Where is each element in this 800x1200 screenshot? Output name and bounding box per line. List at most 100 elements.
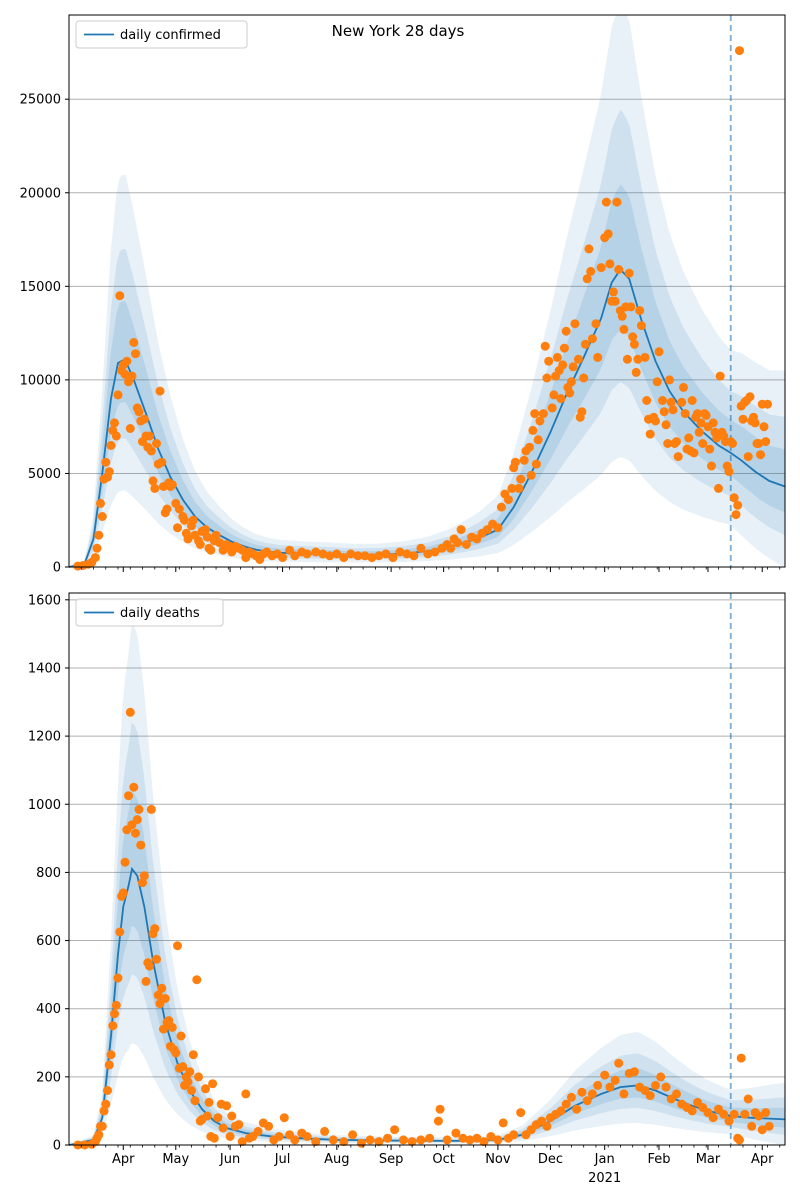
confirmed-observed-point (423, 549, 433, 559)
deaths-observed-point (115, 927, 125, 937)
confirmed-observed-point (663, 439, 673, 448)
confirmed-observed-point (680, 409, 690, 419)
deaths-observed-point (241, 1089, 251, 1099)
confirmed-x-ticks (80, 567, 781, 572)
deaths-observed-point (253, 1126, 263, 1136)
confirmed-observed-point (677, 397, 687, 407)
deaths-observed-point (113, 973, 123, 983)
confirmed-observed-point (761, 437, 771, 447)
deaths-observed-point (757, 1125, 767, 1135)
deaths-observed-point (416, 1135, 426, 1145)
deaths-observed-point (101, 1099, 111, 1109)
deaths-observed-point (222, 1101, 232, 1111)
confirmed-observed-point (409, 551, 419, 561)
confirmed-observed-point (763, 399, 772, 409)
deaths-observed-point (290, 1135, 300, 1145)
deaths-observed-point (708, 1113, 718, 1123)
deaths-observed-point (645, 1091, 655, 1101)
confirmed-observed-point (183, 534, 193, 544)
confirmed-observed-point (687, 396, 697, 405)
deaths-observed-point (672, 1089, 681, 1099)
confirmed-observed-point (593, 352, 603, 362)
confirmed-observed-point (302, 549, 312, 559)
deaths-band-2 (69, 722, 785, 1145)
confirmed-observed-point (318, 549, 328, 559)
deaths-observed-point (173, 941, 182, 951)
confirmed-legend-box (75, 20, 248, 49)
confirmed-observed-point (579, 373, 589, 383)
deaths-observed-point (600, 1070, 610, 1080)
confirmed-observed-point (530, 409, 540, 419)
confirmed-observed-point (679, 382, 688, 392)
confirmed-observed-point (510, 457, 520, 467)
deaths-observed-point (493, 1135, 503, 1145)
deaths-observed-point (516, 1108, 526, 1118)
confirmed-observed-point (629, 339, 639, 349)
confirmed-observed-point (122, 356, 132, 366)
confirmed-observed-point (651, 416, 660, 426)
confirmed-observed-points (73, 46, 772, 571)
confirmed-observed-point (134, 407, 144, 417)
deaths-x-tick-label: May (162, 1152, 189, 1167)
confirmed-observed-point (278, 553, 288, 563)
confirmed-observed-point (547, 403, 557, 413)
deaths-y-tick-label: 1400 (28, 661, 61, 676)
deaths-observed-point (157, 983, 167, 993)
deaths-observed-point (433, 1116, 443, 1126)
deaths-observed-point (651, 1080, 660, 1090)
confirmed-observed-point (388, 553, 398, 563)
deaths-observed-point (425, 1133, 435, 1143)
deaths-observed-point (104, 1060, 114, 1070)
confirmed-observed-point (201, 525, 210, 535)
deaths-observed-point (442, 1135, 452, 1145)
deaths-x-tick-label: Nov (485, 1152, 511, 1167)
confirmed-observed-point (120, 369, 130, 379)
confirmed-observed-point (139, 414, 149, 424)
deaths-observed-point (593, 1080, 603, 1090)
deaths-observed-point (192, 975, 202, 985)
deaths-observed-point (407, 1137, 417, 1147)
deaths-observed-point (183, 1077, 193, 1087)
deaths-x-tick-label: Jul (274, 1152, 291, 1167)
confirmed-observed-point (631, 367, 641, 377)
confirmed-observed-point (628, 332, 638, 342)
deaths-observed-point (145, 961, 154, 971)
deaths-observed-point (754, 1111, 764, 1121)
confirmed-observed-point (724, 467, 734, 477)
deaths-observed-point (103, 1086, 112, 1095)
deaths-observed-point (582, 1096, 592, 1106)
deaths-observed-point (566, 1092, 576, 1102)
confirmed-observed-point (96, 498, 105, 508)
confirmed-observed-point (603, 229, 613, 239)
deaths-observed-point (339, 1137, 349, 1147)
confirmed-observed-point (696, 418, 706, 428)
confirmed-observed-point (332, 549, 342, 559)
deaths-observed-point (498, 1118, 508, 1128)
confirmed-observed-point (353, 551, 363, 561)
deaths-observed-point (398, 1135, 408, 1145)
confirmed-observed-point (565, 388, 575, 398)
confirmed-observed-point (645, 429, 655, 439)
deaths-observed-point (129, 782, 139, 792)
deaths-x-tick-label: Apr (751, 1152, 774, 1167)
deaths-observed-point (201, 1084, 210, 1094)
confirmed-observed-point (381, 549, 391, 559)
confirmed-observed-point (673, 452, 683, 462)
confirmed-observed-point (110, 418, 119, 428)
confirmed-observed-point (586, 266, 596, 276)
deaths-observed-point (656, 1072, 666, 1082)
deaths-uncertainty-bands (69, 624, 785, 1145)
deaths-observed-point (561, 1099, 571, 1109)
deaths-observed-point (451, 1128, 461, 1138)
confirmed-y-tick-label: 15000 (20, 280, 61, 295)
deaths-observed-point (213, 1113, 223, 1123)
confirmed-band-3 (69, 184, 785, 567)
confirmed-observed-point (211, 530, 221, 540)
deaths-observed-point (208, 1079, 218, 1089)
deaths-observed-point (178, 1062, 188, 1072)
deaths-observed-point (761, 1108, 771, 1118)
confirmed-observed-point (125, 424, 135, 433)
deaths-observed-point (160, 994, 170, 1003)
deaths-observed-point (279, 1113, 289, 1123)
